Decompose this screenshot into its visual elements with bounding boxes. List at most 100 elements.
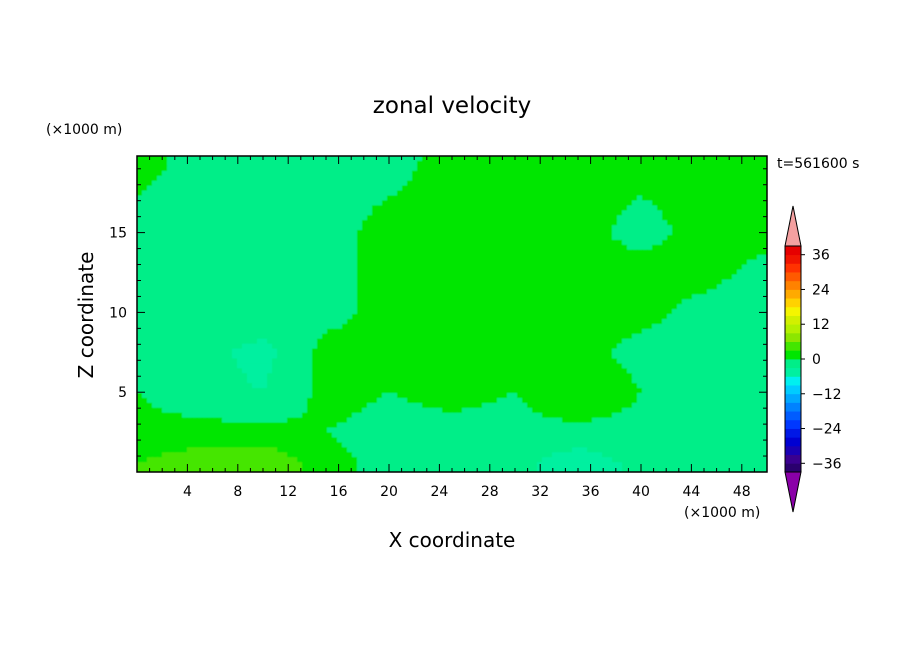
field-cell (692, 210, 698, 216)
field-cell (252, 230, 258, 236)
field-cell (617, 190, 623, 197)
field-cell (247, 323, 253, 330)
field-cell (407, 195, 413, 202)
field-cell (532, 338, 538, 345)
field-cell (527, 314, 533, 320)
field-cell (487, 309, 493, 315)
field-cell (517, 259, 523, 266)
field-cell (667, 318, 673, 325)
field-cell (597, 318, 603, 325)
field-cell (622, 338, 628, 345)
field-cell (572, 205, 578, 211)
field-cell (202, 225, 208, 231)
field-cell (552, 299, 558, 305)
field-cell (587, 299, 593, 305)
field-cell (557, 333, 563, 340)
field-cell (542, 175, 548, 182)
field-cell (327, 225, 333, 231)
field-cell (197, 195, 203, 202)
field-cell (387, 264, 393, 271)
field-cell (222, 244, 228, 251)
field-cell (377, 284, 383, 290)
field-cell (357, 269, 363, 276)
field-cell (142, 274, 148, 281)
field-cell (482, 279, 488, 285)
field-cell (682, 304, 688, 310)
field-cell (257, 230, 263, 236)
field-cell (472, 230, 478, 236)
field-cell (157, 170, 163, 177)
field-cell (227, 264, 233, 271)
field-cell (547, 195, 553, 202)
field-cell (332, 210, 338, 216)
field-cell (637, 269, 643, 276)
field-cell (512, 328, 518, 335)
field-cell (407, 160, 413, 167)
field-cell (327, 338, 333, 345)
field-cell (502, 333, 508, 340)
field-cell (522, 170, 528, 177)
field-cell (257, 165, 263, 172)
field-cell (492, 274, 498, 281)
field-cell (662, 264, 668, 271)
field-cell (707, 185, 713, 192)
field-cell (217, 239, 223, 246)
field-cell (382, 343, 388, 350)
field-cell (612, 299, 618, 305)
field-cell (527, 175, 533, 182)
field-cell (737, 279, 743, 285)
field-cell (417, 254, 423, 261)
field-cell (572, 215, 578, 221)
field-cell (447, 185, 453, 192)
field-cell (512, 289, 518, 295)
field-cell (612, 309, 618, 315)
field-cell (427, 230, 433, 236)
field-cell (177, 284, 183, 290)
field-cell (662, 215, 668, 221)
field-cell (632, 249, 638, 256)
field-cell (317, 165, 323, 172)
field-cell (297, 160, 303, 167)
field-cell (152, 210, 158, 216)
field-cell (667, 269, 673, 276)
field-cell (162, 294, 168, 300)
field-cell (237, 180, 243, 187)
field-cell (477, 279, 483, 285)
field-cell (177, 304, 183, 310)
field-cell (752, 314, 758, 320)
field-cell (367, 318, 373, 325)
field-cell (457, 254, 463, 261)
field-cell (727, 289, 733, 295)
field-cell (747, 225, 753, 231)
field-cell (432, 289, 438, 295)
field-cell (747, 338, 753, 345)
field-cell (257, 180, 263, 187)
field-cell (727, 230, 733, 236)
field-cell (537, 220, 543, 226)
field-cell (237, 348, 243, 355)
field-cell (487, 215, 493, 221)
field-cell (482, 348, 488, 355)
field-cell (297, 156, 303, 162)
field-cell (402, 333, 408, 340)
field-cell (742, 220, 748, 226)
field-cell (757, 284, 763, 290)
field-cell (172, 348, 178, 355)
field-cell (727, 165, 733, 172)
field-cell (477, 190, 483, 197)
field-cell (752, 264, 758, 271)
field-cell (657, 160, 663, 167)
field-cell (572, 328, 578, 335)
field-cell (242, 318, 248, 325)
field-cell (632, 328, 638, 335)
field-cell (372, 289, 378, 295)
field-cell (462, 309, 468, 315)
field-cell (237, 299, 243, 305)
field-cell (197, 309, 203, 315)
field-cell (627, 230, 633, 236)
field-cell (457, 180, 463, 187)
field-cell (502, 279, 508, 285)
field-cell (717, 343, 723, 350)
field-cell (742, 156, 748, 162)
field-cell (457, 309, 463, 315)
